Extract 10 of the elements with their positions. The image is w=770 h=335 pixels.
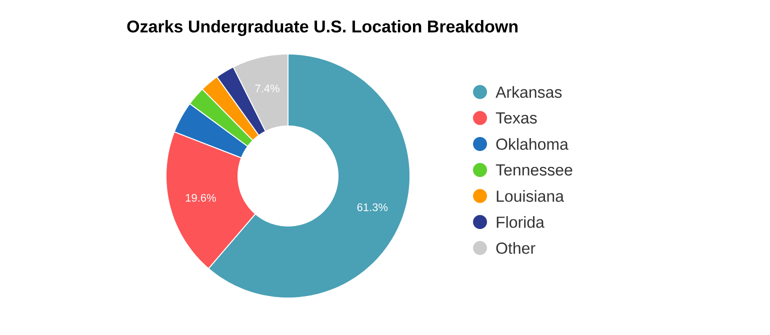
chart-title: Ozarks Undergraduate U.S. Location Breakdown: [127, 20, 518, 36]
data-label: 61.3%: [357, 203, 388, 212]
data-label: 19.6%: [186, 194, 216, 202]
legend-label: Tennessee: [496, 164, 572, 176]
legend-label: Louisiana: [496, 190, 564, 202]
legend-label: Oklahoma: [496, 138, 568, 150]
legend-label: Florida: [496, 216, 544, 228]
legend-label: Arkansas: [496, 86, 562, 98]
legend-label: Texas: [496, 112, 537, 124]
legend-label: Other: [496, 242, 536, 254]
